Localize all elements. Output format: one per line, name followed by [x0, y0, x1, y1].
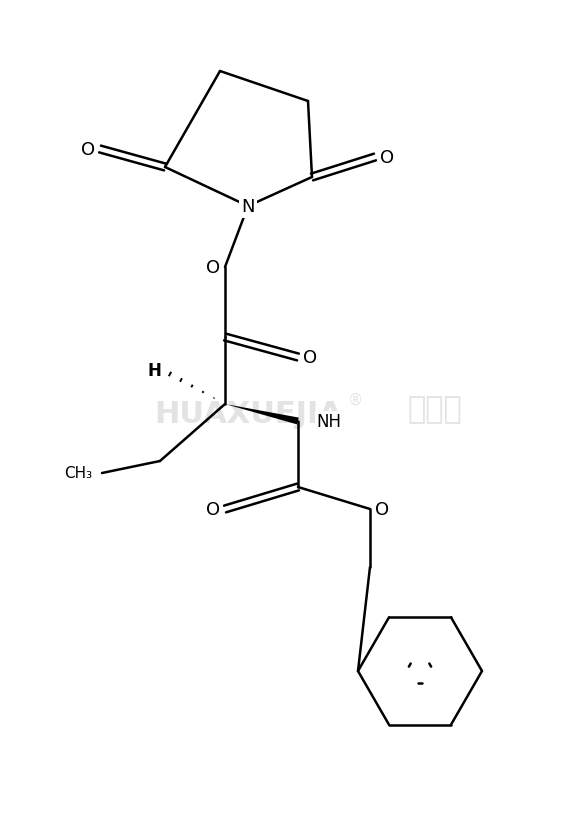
Text: NH: NH	[316, 413, 341, 431]
Text: O: O	[206, 500, 220, 518]
Polygon shape	[225, 405, 299, 425]
Text: O: O	[303, 349, 317, 367]
Text: O: O	[81, 141, 95, 159]
Text: O: O	[380, 149, 394, 167]
Text: HUAXUEJIA: HUAXUEJIA	[154, 400, 342, 429]
Text: 化学加: 化学加	[408, 395, 462, 424]
Text: ®: ®	[347, 392, 363, 407]
Text: CH₃: CH₃	[64, 466, 92, 481]
Text: H: H	[147, 361, 161, 379]
Text: O: O	[206, 259, 220, 277]
Text: N: N	[241, 197, 255, 215]
Text: O: O	[375, 500, 389, 518]
